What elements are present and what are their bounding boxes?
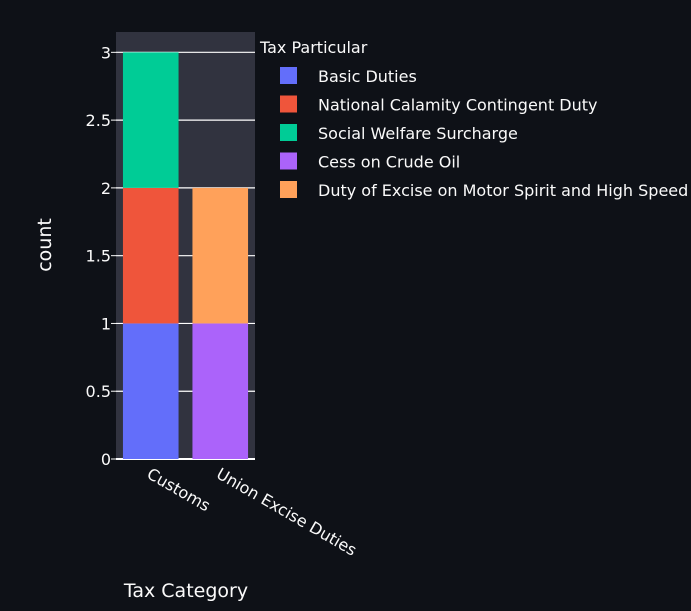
legend-swatch [280,124,297,141]
y-tick-label: 0 [101,450,111,469]
bar-segment[interactable] [122,52,179,188]
legend-swatch [280,95,297,113]
legend-item-label[interactable]: Social Welfare Surcharge [318,124,518,143]
x-axis-label: Tax Category [123,580,248,602]
y-tick-label: 3 [101,43,111,62]
x-axis-ticks: Customs Union Excise Duties [144,464,360,560]
y-tick-label: 1.5 [86,247,111,266]
bars[interactable] [122,52,249,459]
x-tick-label: Customs [144,464,214,515]
legend-title: Tax Particular [259,38,368,57]
bar-segment[interactable] [192,323,249,459]
y-axis-ticks: 0 0.5 1 1.5 2 2.5 3 [86,43,116,469]
bar-segment[interactable] [122,187,179,324]
legend-swatch [280,152,297,170]
legend-item-label[interactable]: Duty of Excise on Motor Spirit and High … [318,181,688,200]
legend[interactable]: Tax Particular Basic Duties National Cala… [259,38,688,200]
legend-item-label[interactable]: Basic Duties [318,67,417,86]
y-tick-label: 1 [101,314,111,333]
bar-segment[interactable] [122,323,179,459]
legend-swatch [280,181,297,198]
y-tick-label: 2 [101,179,111,198]
x-tick-label: Union Excise Duties [213,464,360,560]
legend-swatch [280,67,297,84]
y-tick-label: 2.5 [86,111,111,130]
bar-segment[interactable] [192,187,249,324]
y-tick-label: 0.5 [86,382,111,401]
legend-item-label[interactable]: Cess on Crude Oil [318,153,460,172]
legend-item-label[interactable]: National Calamity Contingent Duty [318,96,598,115]
y-axis-label: count [34,218,56,272]
